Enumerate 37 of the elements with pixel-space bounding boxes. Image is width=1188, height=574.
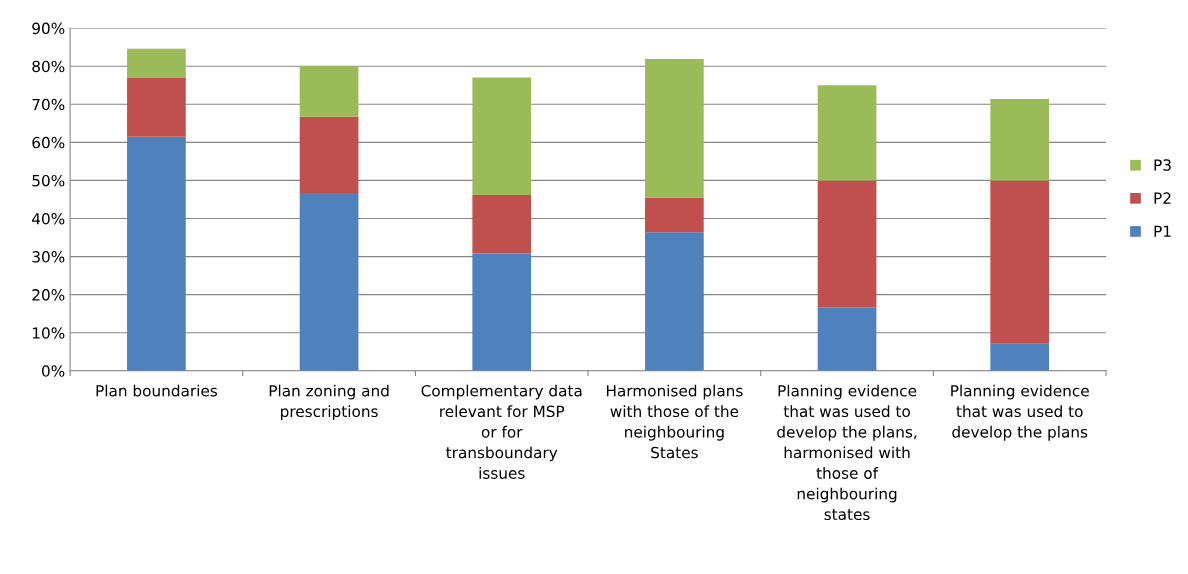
bar <box>990 343 1050 371</box>
x-tick-label: Complementary data relevant for MSP or for transboundary issues <box>421 384 582 479</box>
legend-label: P2 <box>1154 192 1171 204</box>
bar <box>990 180 1050 344</box>
y-tick-label: 60% <box>32 136 65 149</box>
y-tick-label: 70% <box>32 98 65 111</box>
y-tick-label: 40% <box>32 212 65 225</box>
x-tick-label: Plan boundaries <box>96 384 218 397</box>
x-tick-label: Plan zoning and prescriptions <box>269 384 389 421</box>
bar <box>645 58 704 198</box>
x-tick-label: Planning evidence that was used to develop the plans, harmonised with those of neighbouring states <box>777 384 917 521</box>
bar <box>817 85 877 181</box>
bar <box>127 48 186 78</box>
bar <box>472 77 532 195</box>
bar <box>645 197 704 233</box>
bar <box>645 232 704 371</box>
x-tick-label: Planning evidence that was used to develop the plans <box>951 384 1089 441</box>
bar <box>299 192 359 371</box>
y-tick-label: 30% <box>32 251 65 263</box>
y-tick-label: 10% <box>32 327 65 339</box>
y-tick-label: 0% <box>42 365 65 377</box>
bar <box>127 78 186 137</box>
y-tick-label: 90% <box>32 22 65 35</box>
bar <box>299 66 359 117</box>
bar <box>817 180 877 308</box>
bar <box>472 194 532 254</box>
y-tick-label: 20% <box>32 289 65 301</box>
bar <box>127 136 186 371</box>
y-tick-label: 50% <box>32 174 65 187</box>
bar <box>299 116 359 193</box>
x-tick-label: Harmonised plans with those of the neighbouring States <box>606 384 743 459</box>
bar <box>990 98 1050 181</box>
y-tick-label: 80% <box>32 60 65 73</box>
legend-label: P1 <box>1154 225 1171 237</box>
bar <box>817 307 877 371</box>
bar <box>472 253 532 371</box>
legend-label: P3 <box>1154 159 1171 171</box>
